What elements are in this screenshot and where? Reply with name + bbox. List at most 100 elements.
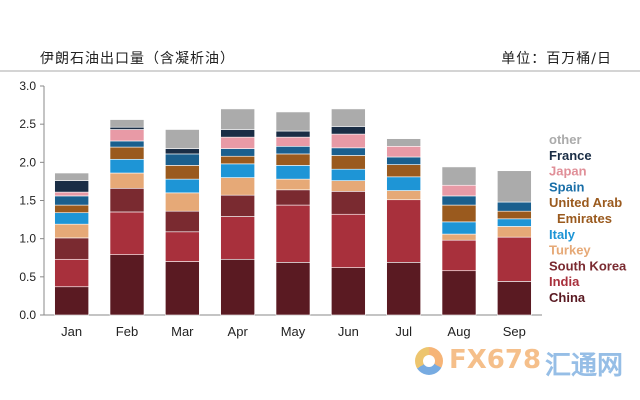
bar-segment-spain bbox=[386, 156, 421, 165]
bar-segment-turkey bbox=[497, 226, 532, 238]
bar-segment-india bbox=[275, 204, 311, 263]
bar-segment-france bbox=[331, 126, 366, 135]
x-tick-label: Jul bbox=[395, 324, 412, 339]
unit-label: 单位：百万桶/日 bbox=[501, 51, 612, 67]
legend-item: Italy bbox=[549, 227, 576, 242]
bar-segment-italy bbox=[165, 178, 200, 194]
bar-segment-turkey bbox=[386, 190, 421, 201]
bar-segment-china bbox=[275, 262, 311, 316]
bar-segment-spain bbox=[165, 153, 200, 166]
legend-item: India bbox=[549, 274, 580, 289]
bar-segment-india bbox=[441, 239, 477, 272]
bar-segment-china bbox=[386, 262, 421, 316]
legend-item: Japan bbox=[549, 164, 587, 179]
bar-segment-india bbox=[331, 213, 366, 268]
x-tick-label: Jan bbox=[61, 324, 82, 339]
bar-segment-turkey bbox=[54, 223, 89, 239]
x-tick-label: May bbox=[281, 324, 306, 339]
bar-segment-other bbox=[275, 111, 311, 132]
legend-item: France bbox=[549, 148, 592, 163]
y-tick-label: 2.0 bbox=[19, 155, 36, 169]
y-tick-label: 0.5 bbox=[19, 270, 36, 284]
bar-segment-other bbox=[220, 108, 255, 130]
bar-segment-united-arab-emirates bbox=[331, 155, 366, 170]
x-tick-label: Mar bbox=[171, 324, 194, 339]
bar-segment-spain bbox=[109, 140, 145, 148]
bar-segment-china bbox=[220, 258, 255, 316]
bar-segment-united-arab-emirates bbox=[109, 146, 145, 160]
bar-segment-france bbox=[275, 130, 311, 138]
watermark-brand-cn: 汇通网 bbox=[545, 351, 624, 381]
bar-segment-japan bbox=[386, 146, 421, 158]
bar-segment-united-arab-emirates bbox=[54, 204, 89, 214]
chart-title: 伊朗石油出口量（含凝析油） bbox=[40, 51, 235, 67]
bar-segment-japan bbox=[441, 184, 477, 197]
bar-segment-japan bbox=[220, 136, 255, 149]
bar-segment-india bbox=[165, 231, 200, 262]
bar-segment-spain bbox=[331, 147, 366, 156]
bar-segment-japan bbox=[54, 191, 89, 197]
bar-segment-turkey bbox=[220, 177, 255, 196]
y-tick-label: 3.0 bbox=[19, 79, 36, 93]
bar-segment-united-arab-emirates bbox=[165, 165, 200, 180]
y-tick-label: 0.0 bbox=[19, 308, 36, 322]
legend-item: Spain bbox=[549, 179, 584, 194]
bar-segment-other bbox=[386, 138, 421, 147]
bar-segment-france bbox=[165, 148, 200, 155]
bar-segment-italy bbox=[220, 163, 255, 178]
legend-item: Emirates bbox=[557, 211, 612, 226]
x-tick-label: Aug bbox=[447, 324, 470, 339]
bar-segment-united-arab-emirates bbox=[220, 155, 255, 165]
bar-segment-spain bbox=[54, 195, 89, 206]
bar-segment-italy bbox=[441, 221, 477, 235]
bar-segment-india bbox=[54, 258, 89, 288]
bar-segment-china bbox=[441, 270, 477, 316]
bar-segment-spain bbox=[441, 195, 477, 206]
bar-segment-india bbox=[497, 236, 532, 282]
bar-segment-france bbox=[220, 129, 255, 138]
legend-item: Turkey bbox=[549, 243, 591, 258]
bar-segment-other bbox=[497, 170, 532, 203]
bar-segment-turkey bbox=[331, 180, 366, 192]
bar-segment-other bbox=[441, 166, 477, 186]
bar-segment-italy bbox=[497, 218, 532, 227]
bar-segment-india bbox=[220, 216, 255, 260]
bar-segment-japan bbox=[331, 133, 366, 149]
bar-segment-south-korea bbox=[275, 189, 311, 206]
y-tick-label: 2.5 bbox=[19, 117, 36, 131]
bar-segment-italy bbox=[54, 212, 89, 225]
bar-segment-south-korea bbox=[54, 237, 89, 260]
watermark-brand: FX678 bbox=[449, 345, 542, 375]
bar-segment-italy bbox=[386, 176, 421, 191]
bar-segment-united-arab-emirates bbox=[497, 210, 532, 220]
bar-segment-italy bbox=[109, 158, 145, 174]
bar-segment-spain bbox=[275, 146, 311, 155]
bar-segment-india bbox=[386, 199, 421, 263]
stacked-bar-chart: 0.0 0.5 1.0 1.5 2.0 2.5 3.0 Jan Feb Mar Apr May Jun J… bbox=[19, 79, 627, 339]
chart-header: 伊朗石油出口量（含凝析油） 单位：百万桶/日 bbox=[0, 0, 640, 72]
bar-segment-turkey bbox=[441, 233, 477, 241]
bar-segment-china bbox=[109, 254, 145, 316]
bar-segment-japan bbox=[109, 129, 145, 142]
x-tick-label: Sep bbox=[503, 324, 526, 339]
bar-segment-china bbox=[497, 281, 532, 316]
bar-segment-spain bbox=[220, 148, 255, 157]
bar-segment-turkey bbox=[275, 178, 311, 191]
bar-segment-china bbox=[331, 267, 366, 316]
bar-segment-other bbox=[165, 129, 200, 149]
bar-segment-japan bbox=[275, 136, 311, 147]
bar-segment-other bbox=[331, 108, 366, 127]
bar-segment-united-arab-emirates bbox=[441, 204, 477, 223]
bar-segment-south-korea bbox=[109, 187, 145, 213]
x-tick-label: Apr bbox=[228, 324, 249, 339]
bar-segment-south-korea bbox=[220, 194, 255, 217]
bar-segment-italy bbox=[331, 168, 366, 181]
watermark: FX678 汇通网 bbox=[415, 345, 635, 385]
legend-item: China bbox=[549, 290, 586, 305]
bar-segment-other bbox=[109, 119, 145, 128]
bar-segment-south-korea bbox=[165, 210, 200, 233]
legend-item: other bbox=[549, 132, 582, 147]
y-tick-label: 1.0 bbox=[19, 232, 36, 246]
x-tick-label: Feb bbox=[116, 324, 138, 339]
legend-item: United Arab bbox=[549, 195, 622, 210]
